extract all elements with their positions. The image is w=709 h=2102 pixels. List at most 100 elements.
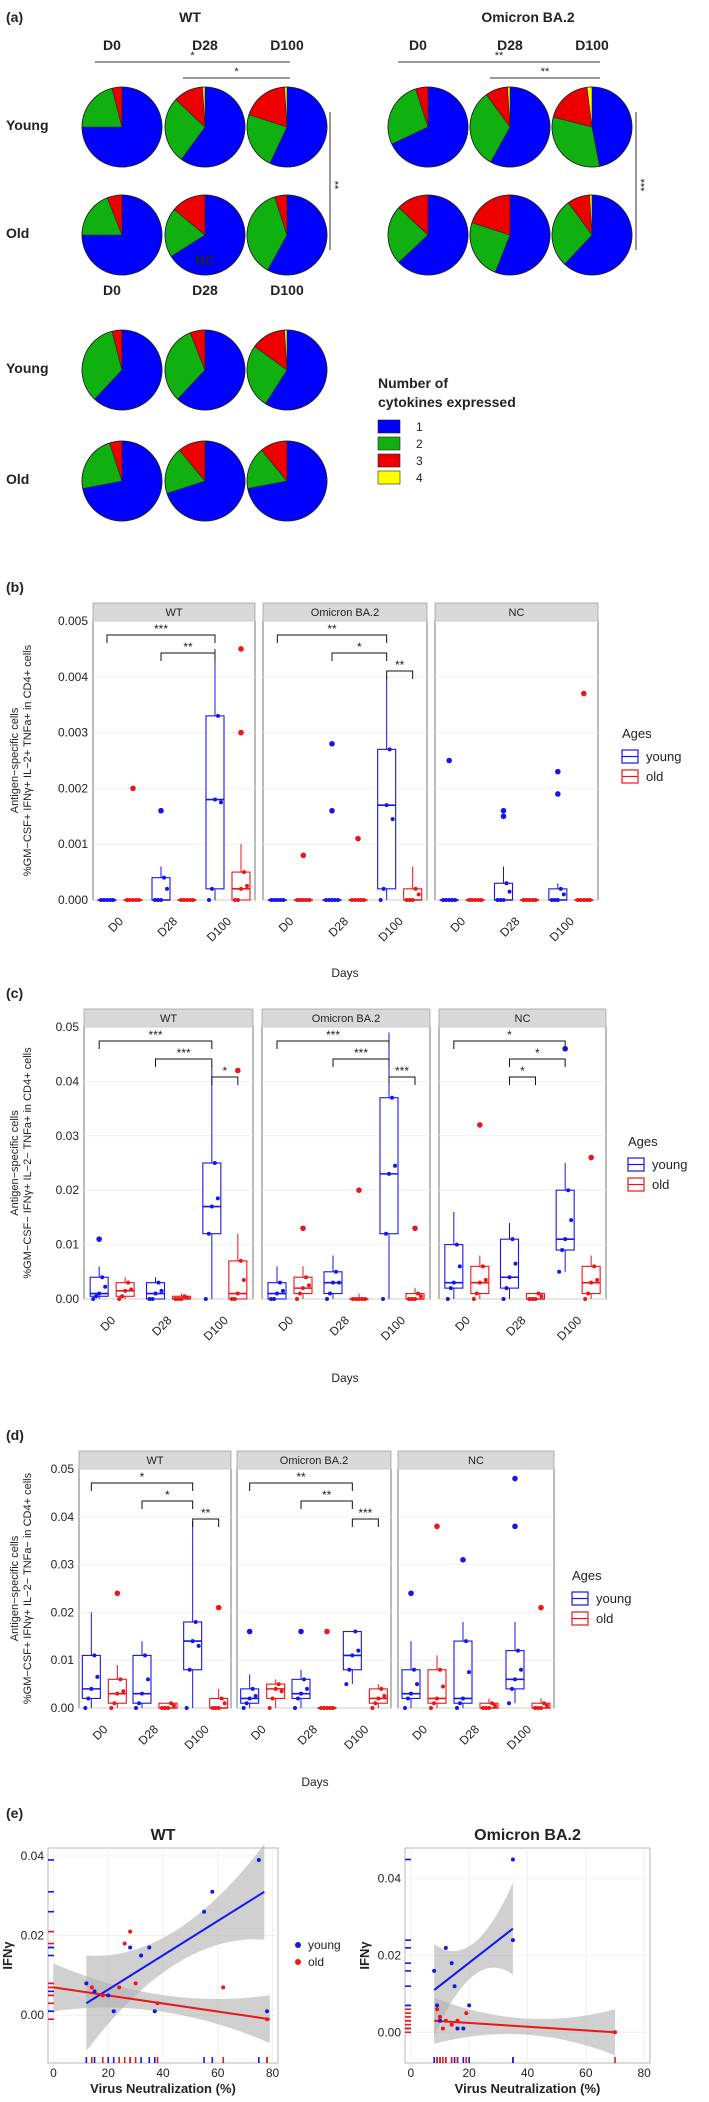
facet-panel (261, 1026, 431, 1300)
box-ytick-label: 0.04 (51, 1510, 75, 1524)
pie-legend-label: 3 (416, 454, 423, 468)
box-point-young (247, 1696, 252, 1701)
box-point-old (125, 898, 129, 902)
pie-legend-swatch (377, 470, 401, 485)
box-xtick-label: D0 (448, 914, 469, 935)
box-point-young (89, 1686, 94, 1691)
box-point-young (387, 1171, 391, 1176)
box-point-old (359, 898, 363, 902)
scatter-legend-key (295, 1942, 301, 1948)
box-point-old (166, 1706, 170, 1710)
box-outlier-old (130, 785, 136, 792)
box-point-old (179, 898, 183, 902)
box-point-old (185, 1295, 190, 1300)
box-point-old (169, 1701, 173, 1706)
box-point-young (203, 1297, 208, 1301)
pie-WT-Young-D100 (246, 86, 328, 168)
box-point-old (474, 1291, 479, 1296)
box-xtick-label: D100 (376, 914, 406, 944)
scatter-point-young (92, 1989, 97, 1994)
box-point-young (441, 898, 446, 902)
box-point-old (191, 898, 195, 902)
box-xtick-label: D100 (182, 1722, 212, 1752)
box-point-young (513, 1261, 518, 1266)
box-legend-label: young (652, 1157, 687, 1172)
box-point-old (270, 1696, 275, 1701)
box-point-old (179, 1297, 184, 1301)
pie-outline (164, 86, 246, 168)
box-point-young (561, 892, 566, 897)
box-point-young (445, 1297, 450, 1301)
box-body-young (377, 748, 397, 890)
box-point-young (453, 898, 458, 902)
scatter-point-young (106, 1993, 111, 1998)
box-point-old (238, 1258, 243, 1263)
pie-WT-Old-D28 (164, 194, 246, 276)
box-ytick-label: 0.02 (51, 1605, 75, 1619)
box-point-young (193, 1619, 198, 1624)
scatter-ytick-label: 0.02 (21, 1929, 45, 1943)
box-ytick-label: 0.00 (51, 1701, 75, 1715)
box-point-young (296, 1696, 300, 1701)
sig-bracket (331, 652, 388, 661)
scatter-point-old (613, 2030, 617, 2035)
box-point-young (356, 1648, 361, 1653)
box-point-old (185, 898, 189, 902)
facet-strip-label: Omicron BA.2 (312, 1013, 380, 1025)
scatter-title: Omicron BA.2 (474, 1827, 581, 1844)
pie-legend-swatch (377, 419, 401, 434)
box-body-young (145, 1282, 166, 1300)
sig-bracket (192, 1518, 220, 1527)
scatter-ytick-label: 0.04 (21, 1849, 45, 1863)
box-point-old (117, 1297, 122, 1301)
box-point-old (362, 898, 366, 902)
box-legend-label: old (646, 769, 663, 784)
pie-day-label: D28 (192, 37, 218, 53)
scatter-ytick-label: 0.02 (378, 1949, 402, 1963)
facet-panel (92, 620, 256, 901)
box-point-young (347, 1667, 352, 1672)
box-point-young (86, 1696, 91, 1701)
box-body-young (453, 1640, 473, 1704)
box-point-old (304, 1275, 308, 1280)
box-point-old (416, 1291, 420, 1296)
box-outlier-young (96, 1236, 102, 1242)
box-point-old (432, 1701, 436, 1706)
pie-outline (81, 194, 163, 276)
scatter-ytick-label: 0.00 (378, 2025, 402, 2039)
box-point-old (304, 898, 309, 902)
box-outlier-old (114, 1590, 121, 1597)
box-point-young (381, 886, 386, 891)
box-point-old (354, 1297, 358, 1301)
pie-legend-title: Number of (378, 375, 448, 391)
box-point-old (126, 1280, 131, 1285)
sig-bracket (160, 652, 216, 661)
pie-day-label: D0 (103, 37, 121, 53)
box-point-old (319, 1706, 323, 1710)
scatter-point-old (128, 1929, 133, 1934)
box-ytick-label: 0.000 (58, 893, 88, 907)
pie-Omicron BA.2-Old-D28 (469, 194, 551, 276)
box-point-young (516, 1648, 520, 1653)
box-point-young (100, 1275, 105, 1280)
box-body-young (342, 1630, 362, 1671)
box-point-young (241, 1706, 246, 1710)
box-outlier-old (324, 1628, 330, 1635)
box-point-old (527, 1297, 532, 1301)
box-outlier-young (446, 757, 452, 764)
box-outlier-young (512, 1475, 518, 1482)
pie-Omicron BA.2-Young-D0 (387, 86, 469, 168)
box-outlier-old (355, 835, 361, 842)
box-point-young (324, 898, 328, 902)
box-outlier-young (460, 1557, 466, 1563)
box-point-young (275, 1291, 279, 1296)
box-point-young (299, 1691, 303, 1696)
box-point-old (160, 1706, 164, 1710)
box-body-young (81, 1654, 101, 1699)
box-xlabel: Days (331, 966, 358, 980)
sig-bracket (332, 1058, 390, 1067)
pie-NC-Young-D100 (246, 329, 328, 411)
box-body-old (368, 1688, 388, 1704)
box-ytick-label: 0.004 (58, 670, 88, 684)
box-point-young (336, 898, 340, 902)
